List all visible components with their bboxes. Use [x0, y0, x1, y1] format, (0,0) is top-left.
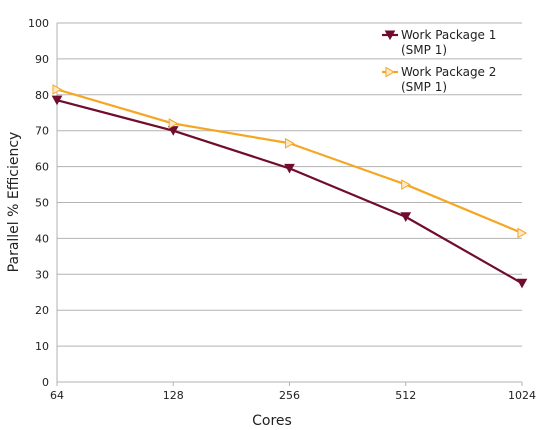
- series-1-point-512: [400, 212, 412, 222]
- series-1-point-64: [51, 95, 63, 106]
- y-tick-label-60: 60: [35, 161, 49, 174]
- y-tick-label-30: 30: [35, 268, 49, 281]
- legend: Work Package 1(SMP 1)Work Package 2(SMP …: [382, 28, 496, 94]
- y-tick-label-10: 10: [35, 340, 49, 353]
- y-tick-labels: 0 10 20 30 40 50 60 70 80 90 100: [28, 17, 49, 389]
- legend-swatch-marker-1: [384, 30, 396, 41]
- series-line-2: [56, 88, 523, 235]
- y-tick-label-50: 50: [35, 197, 49, 210]
- axes: [56, 23, 523, 386]
- series-2-point-256: [284, 137, 295, 149]
- legend-label-2: Work Package 2: [401, 65, 496, 79]
- series-line-1: [56, 99, 523, 285]
- series-2-point-512: [401, 179, 411, 190]
- y-tick-label-20: 20: [35, 304, 49, 317]
- legend-swatch-marker-2: [385, 66, 396, 78]
- series-1-point-256: [284, 163, 295, 174]
- y-tick-label-0: 0: [42, 376, 49, 389]
- series-1-point-128: [167, 126, 179, 136]
- y-tick-label-100: 100: [28, 17, 49, 30]
- legend-label-1: Work Package 1: [401, 28, 496, 42]
- y-tick-label-80: 80: [35, 89, 49, 102]
- legend-label-2-line2: (SMP 1): [401, 80, 447, 94]
- series-1: [51, 95, 528, 289]
- x-tick-label-128: 128: [163, 389, 184, 402]
- x-tick-labels: 64 128 256 512 1024: [50, 389, 536, 402]
- y-tick-label-40: 40: [35, 232, 49, 245]
- x-tick-label-1024: 1024: [508, 389, 536, 402]
- legend-label-1-line2: (SMP 1): [401, 43, 447, 57]
- series-2-point-64: [52, 84, 63, 95]
- x-tick-label-256: 256: [279, 389, 300, 402]
- series-2: [52, 84, 528, 239]
- x-tick-label-64: 64: [50, 389, 64, 402]
- x-tick-label-512: 512: [395, 389, 416, 402]
- y-axis-title: Parallel % Efficiency: [6, 132, 22, 273]
- legend-entry-1: Work Package 1(SMP 1): [382, 28, 496, 57]
- y-tick-label-70: 70: [35, 125, 49, 138]
- legend-entry-2: Work Package 2(SMP 1): [382, 65, 496, 94]
- series-1-point-1024: [516, 278, 528, 289]
- series-2-point-1024: [517, 227, 528, 239]
- series-2-point-128: [168, 118, 179, 129]
- series: [51, 84, 528, 289]
- y-tick-label-90: 90: [35, 53, 49, 66]
- x-axis-title: Cores: [252, 413, 292, 429]
